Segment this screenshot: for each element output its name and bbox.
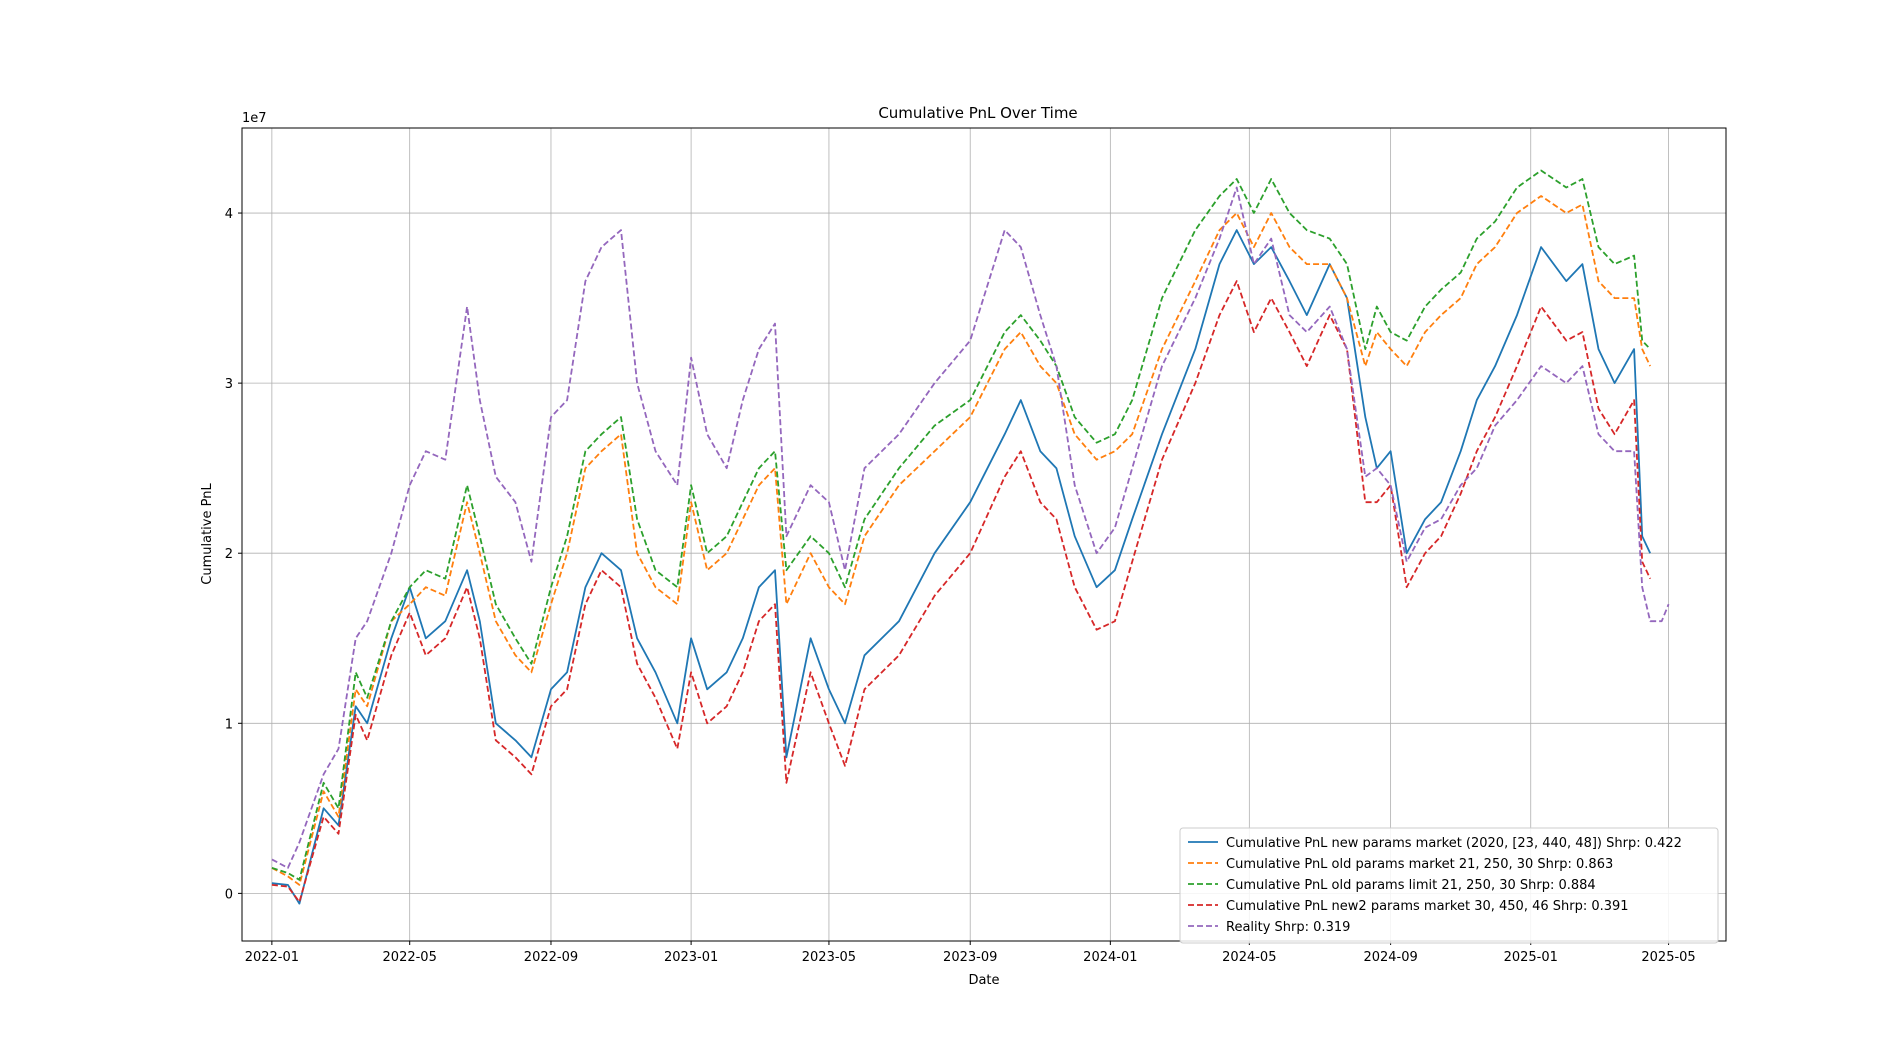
grid-lines	[242, 128, 1726, 941]
series-line-2	[271, 195, 1652, 886]
legend-label: Cumulative PnL old params market 21, 250…	[1226, 857, 1613, 872]
legend-label: Reality Shrp: 0.319	[1226, 920, 1350, 935]
series-line-5	[271, 186, 1670, 869]
plot-area-frame	[241, 127, 1727, 942]
y-tick-label: 1	[225, 717, 233, 732]
x-tick-label: 2025-05	[1641, 950, 1695, 965]
x-tick-label: 2023-09	[943, 950, 997, 965]
series-line-4	[271, 280, 1652, 903]
x-tick-label: 2022-05	[383, 950, 437, 965]
y-tick-label: 2	[225, 547, 233, 562]
y-axis-ticks: 0 1 2 3 4	[225, 207, 242, 902]
x-axis-label: Date	[968, 973, 999, 988]
legend-label: Cumulative PnL new2 params market 30, 45…	[1226, 899, 1629, 914]
y-axis-label: Cumulative PnL	[200, 483, 215, 585]
legend-label: Cumulative PnL new params market (2020, …	[1226, 836, 1682, 851]
x-tick-label: 2022-09	[524, 950, 578, 965]
y-tick-label: 4	[225, 207, 233, 222]
y-tick-label: 0	[225, 887, 233, 902]
series-line-3	[271, 169, 1651, 881]
x-tick-label: 2023-01	[664, 950, 718, 965]
y-axis-multiplier: 1e7	[242, 111, 267, 126]
x-tick-label: 2025-01	[1504, 950, 1558, 965]
x-tick-label: 2024-01	[1083, 950, 1137, 965]
x-tick-label: 2022-01	[245, 950, 299, 965]
chart-title: Cumulative PnL Over Time	[878, 104, 1077, 122]
legend-label: Cumulative PnL old params limit 21, 250,…	[1226, 878, 1596, 893]
y-tick-label: 3	[225, 377, 233, 392]
x-tick-label: 2024-05	[1222, 950, 1276, 965]
x-tick-label: 2024-09	[1363, 950, 1417, 965]
legend: Cumulative PnL new params market (2020, …	[1179, 827, 1719, 944]
legend-box	[1179, 827, 1719, 944]
series-line-1	[271, 229, 1652, 905]
series-lines	[271, 169, 1670, 905]
x-axis-ticks: 2022-01 2022-05 2022-09 2023-01 2023-05 2023-…	[245, 941, 1696, 965]
x-tick-label: 2023-05	[802, 950, 856, 965]
